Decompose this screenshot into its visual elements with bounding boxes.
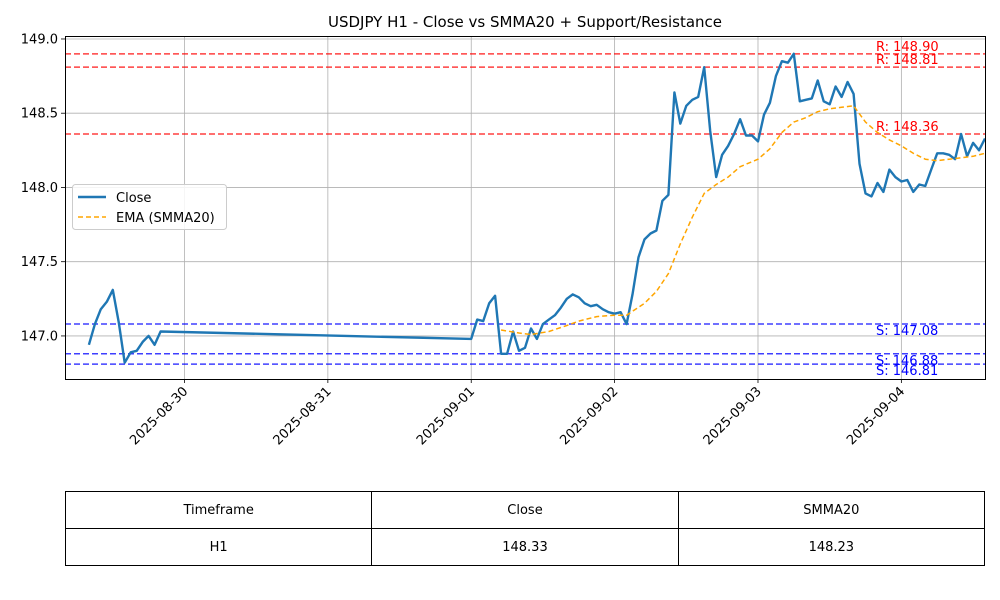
table-cell: 148.23 <box>677 528 986 566</box>
price-chart: USDJPY H1 - Close vs SMMA20 + Support/Re… <box>21 13 987 448</box>
x-tick-label: 2025-08-30 <box>127 384 191 448</box>
legend-close-label: Close <box>116 191 151 206</box>
support-level-label: S: 147.08 <box>876 324 938 339</box>
y-axis: 147.0 147.5 148.0 148.5 149.0 <box>21 32 65 344</box>
x-tick-label: 2025-09-02 <box>557 384 621 448</box>
chart-title: USDJPY H1 - Close vs SMMA20 + Support/Re… <box>328 13 722 31</box>
series-lines <box>87 52 987 364</box>
legend-box <box>72 184 227 230</box>
table-header-cell: Close <box>371 491 679 529</box>
support-resistance-levels <box>65 53 985 365</box>
table-row: H1 148.33 148.23 <box>64 528 986 566</box>
y-tick-label: 147.5 <box>21 255 58 270</box>
plot-frame <box>65 36 986 380</box>
support-level-label: S: 146.88 <box>876 354 938 369</box>
x-tick-label: 2025-09-01 <box>414 384 478 448</box>
table-cell: 148.33 <box>371 528 679 566</box>
summary-table: Timeframe Close SMMA20 H1 148.33 148.23 <box>64 491 986 566</box>
x-tick-label: 2025-09-04 <box>844 384 908 448</box>
x-axis: 2025-08-30 2025-08-31 2025-09-01 2025-09-02… <box>127 379 908 448</box>
table-header-cell: SMMA20 <box>677 491 986 529</box>
level-labels: R: 148.90R: 148.81 R: 148.36 S: 147.08 S: 1… <box>876 40 939 379</box>
legend-smma-label: EMA (SMMA20) <box>116 211 215 226</box>
smma20-series-line <box>500 105 986 336</box>
y-tick-label: 147.0 <box>21 329 58 344</box>
close-series-line <box>87 52 987 364</box>
table-cell: H1 <box>64 528 373 566</box>
x-tick-label: 2025-08-31 <box>271 384 335 448</box>
table-header-cell: Timeframe <box>64 491 373 529</box>
y-tick-label: 148.0 <box>21 181 58 196</box>
y-tick-label: 149.0 <box>21 32 58 47</box>
resistance-level-label: R: 148.90 <box>876 40 939 55</box>
y-tick-label: 148.5 <box>21 107 58 122</box>
support-level-label: S: 146.81 <box>876 364 938 379</box>
resistance-level-label: R: 148.81 <box>876 53 939 68</box>
resistance-level-label: R: 148.36 <box>876 120 939 135</box>
x-tick-label: 2025-09-03 <box>701 384 765 448</box>
legend: Close EMA (SMMA20) <box>72 184 227 230</box>
table-header-row: Timeframe Close SMMA20 <box>64 491 986 529</box>
